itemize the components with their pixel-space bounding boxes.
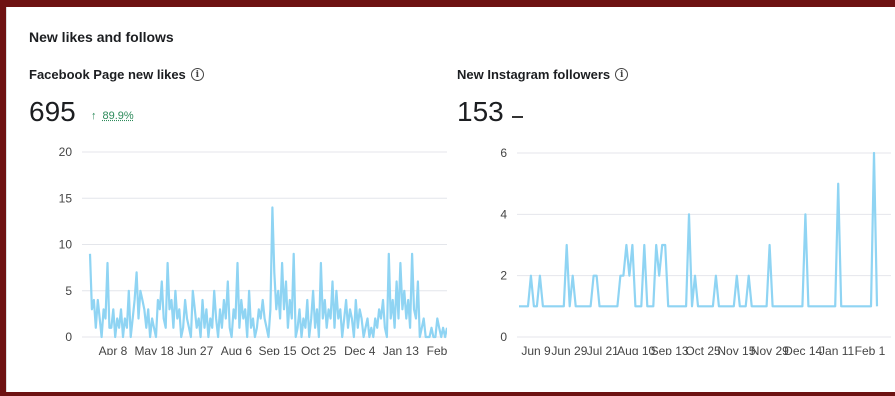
x-tick-label: Jun 29 bbox=[551, 344, 587, 355]
info-icon[interactable]: i bbox=[190, 68, 204, 81]
facebook-likes-title-text: Facebook Page new likes bbox=[29, 67, 186, 82]
x-tick-label: Feb 1 bbox=[855, 344, 886, 355]
arrow-up-icon: ↑ bbox=[91, 110, 97, 122]
x-tick-label: Nov 15 bbox=[717, 344, 755, 355]
series-line bbox=[519, 151, 879, 308]
x-tick-label: Feb 2 bbox=[427, 344, 447, 355]
x-tick-label: May 18 bbox=[134, 344, 174, 355]
x-tick-label: Oct 25 bbox=[301, 344, 337, 355]
facebook-likes-total: 695 bbox=[29, 96, 76, 127]
x-tick-label: Dec 4 bbox=[344, 344, 376, 355]
instagram-followers-total: 153 bbox=[457, 96, 504, 127]
section-title: New likes and follows bbox=[29, 29, 174, 45]
facebook-likes-chart: 0 5 10 15 20 Apr 8 May 18 Jun 27 Aug 6 Sep 15 Oct … bbox=[59, 145, 447, 355]
y-tick-label: 10 bbox=[59, 238, 73, 252]
x-tick-label: Sep 15 bbox=[258, 344, 296, 355]
y-tick-label: 4 bbox=[500, 207, 507, 221]
x-tick-label: Oct 25 bbox=[685, 344, 721, 355]
facebook-likes-title: Facebook Page new likes i bbox=[29, 67, 204, 82]
y-tick-label: 15 bbox=[59, 191, 73, 205]
instagram-followers-title: New Instagram followers i bbox=[457, 67, 629, 82]
y-tick-label: 6 bbox=[500, 146, 507, 160]
x-tick-label: Aug 6 bbox=[221, 344, 253, 355]
insights-card: New likes and follows Facebook Page new … bbox=[6, 7, 895, 392]
info-icon[interactable]: i bbox=[615, 68, 629, 81]
facebook-likes-change: ↑ 89.9% bbox=[91, 110, 134, 122]
x-tick-label: Apr 8 bbox=[99, 344, 128, 355]
x-tick-label: Nov 29 bbox=[751, 344, 789, 355]
x-tick-label: Dec 14 bbox=[784, 344, 822, 355]
y-tick-label: 5 bbox=[65, 284, 72, 298]
x-tick-label: Jul 21 bbox=[587, 344, 619, 355]
no-change-dash bbox=[512, 116, 523, 118]
x-tick-label: Jun 27 bbox=[177, 344, 213, 355]
series-line bbox=[88, 206, 447, 339]
x-tick-label: Aug 10 bbox=[617, 344, 655, 355]
x-tick-label: Jan 13 bbox=[383, 344, 419, 355]
change-percent[interactable]: 89.9% bbox=[102, 110, 134, 122]
y-tick-label: 2 bbox=[500, 269, 507, 283]
x-tick-label: Jun 9 bbox=[521, 344, 551, 355]
y-tick-label: 0 bbox=[500, 330, 507, 344]
y-tick-label: 0 bbox=[65, 330, 72, 344]
y-tick-label: 20 bbox=[59, 145, 73, 159]
x-tick-label: Jan 11 bbox=[819, 344, 854, 355]
x-tick-label: Sep 13 bbox=[651, 344, 689, 355]
instagram-followers-title-text: New Instagram followers bbox=[457, 67, 611, 82]
